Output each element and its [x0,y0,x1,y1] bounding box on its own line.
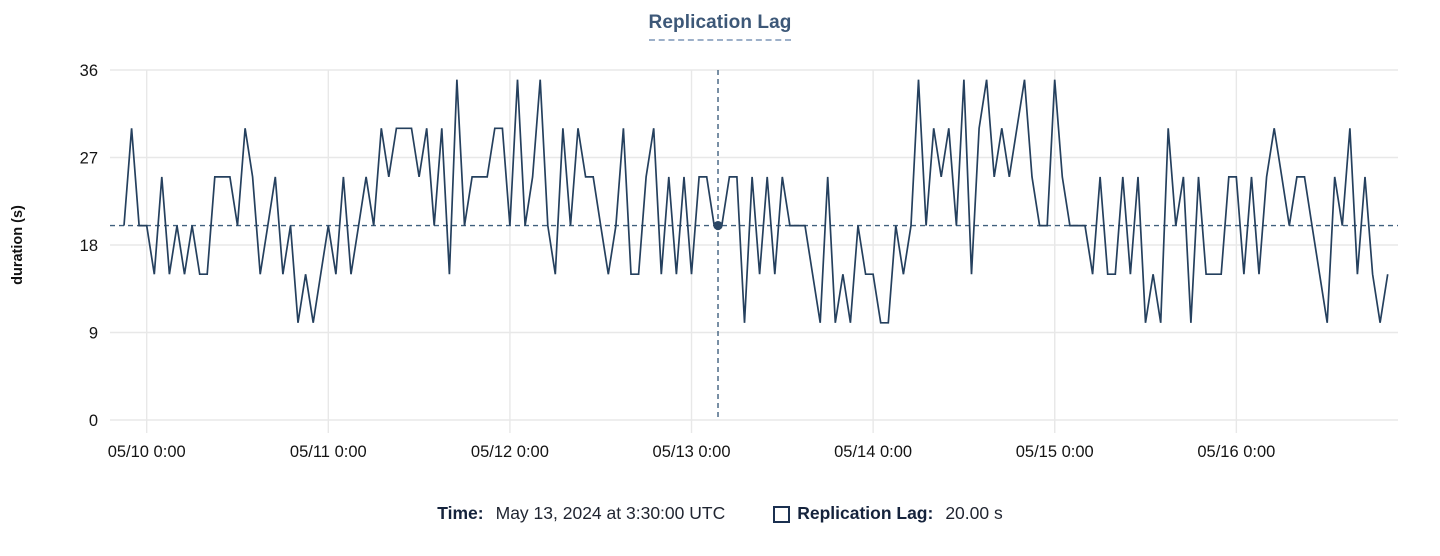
x-tick-label: 05/13 0:00 [653,443,731,461]
chart-title[interactable]: Replication Lag [648,12,792,41]
x-tick-label: 05/14 0:00 [834,443,912,461]
series-label: Replication Lag: [797,503,934,523]
crosshair [110,70,1398,420]
x-tick-label: 05/16 0:00 [1197,443,1275,461]
y-axis-title: duration (s) [10,205,26,285]
y-tick-label: 18 [80,237,98,255]
series-line-replication-lag[interactable] [123,79,1389,324]
x-tick-label: 05/10 0:00 [108,443,186,461]
x-tick-label: 05/11 0:00 [290,443,367,461]
gridlines: 0 9 18 27 36 05/10 0:00 05/11 0:00 05/12 0:00 05… [80,62,1398,461]
y-tick-label: 36 [80,62,98,80]
crosshair-dot [713,220,723,231]
time-label: Time: [437,503,484,523]
series-marker-square-icon[interactable] [773,506,791,523]
chart-title-wrap: Replication Lag [0,12,1440,41]
hover-readout: Time: May 13, 2024 at 3:30:00 UTC Replic… [0,503,1440,524]
x-tick-label: 05/15 0:00 [1016,443,1094,461]
x-tick-label: 05/12 0:00 [471,443,549,461]
y-tick-label: 27 [80,150,98,168]
y-tick-label: 9 [89,325,98,343]
time-value: May 13, 2024 at 3:30:00 UTC [495,503,726,523]
series-value: 20.00 s [945,503,1003,523]
y-tick-label: 0 [89,412,98,430]
